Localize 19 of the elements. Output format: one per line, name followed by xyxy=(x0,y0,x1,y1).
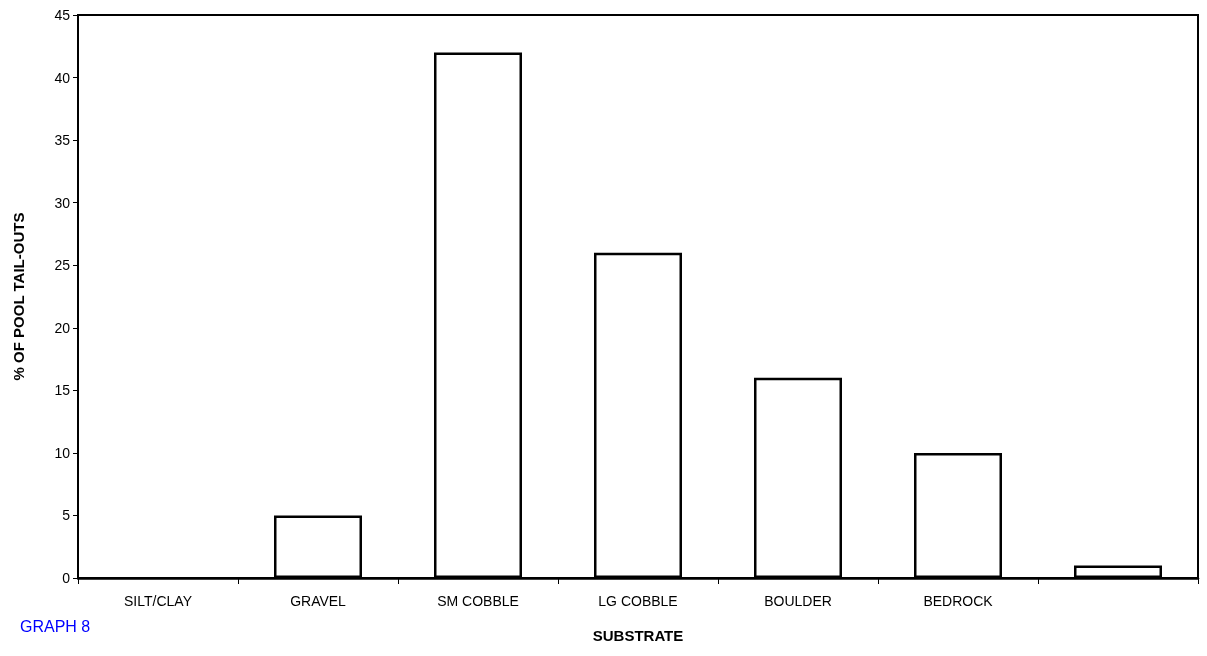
y-tick-label: 10 xyxy=(54,444,71,461)
y-tick-label: 25 xyxy=(54,257,71,274)
y-tick-label: 15 xyxy=(54,382,71,399)
x-tick-label: BEDROCK xyxy=(923,593,994,609)
y-tick-label: 45 xyxy=(54,7,71,23)
x-tick-label: BOULDER xyxy=(764,593,832,609)
y-tick-label: 5 xyxy=(62,507,71,524)
x-tick-label: SILT/CLAY xyxy=(124,593,193,609)
y-tick-label: 20 xyxy=(54,319,71,336)
y-tick-label: 40 xyxy=(54,69,71,86)
y-tick-label: 30 xyxy=(54,194,71,211)
x-axis-title: SUBSTRATE xyxy=(592,627,684,644)
x-tick-label: LG COBBLE xyxy=(598,593,678,609)
y-tick-label: 35 xyxy=(54,132,71,149)
caption: GRAPH 8 xyxy=(20,618,91,636)
x-tick-label: SM COBBLE xyxy=(437,593,519,609)
y-tick-label: 0 xyxy=(62,570,71,586)
x-tick-label: GRAVEL xyxy=(290,593,347,609)
y-axis-title: % OF POOL TAIL-OUTS xyxy=(10,212,27,381)
